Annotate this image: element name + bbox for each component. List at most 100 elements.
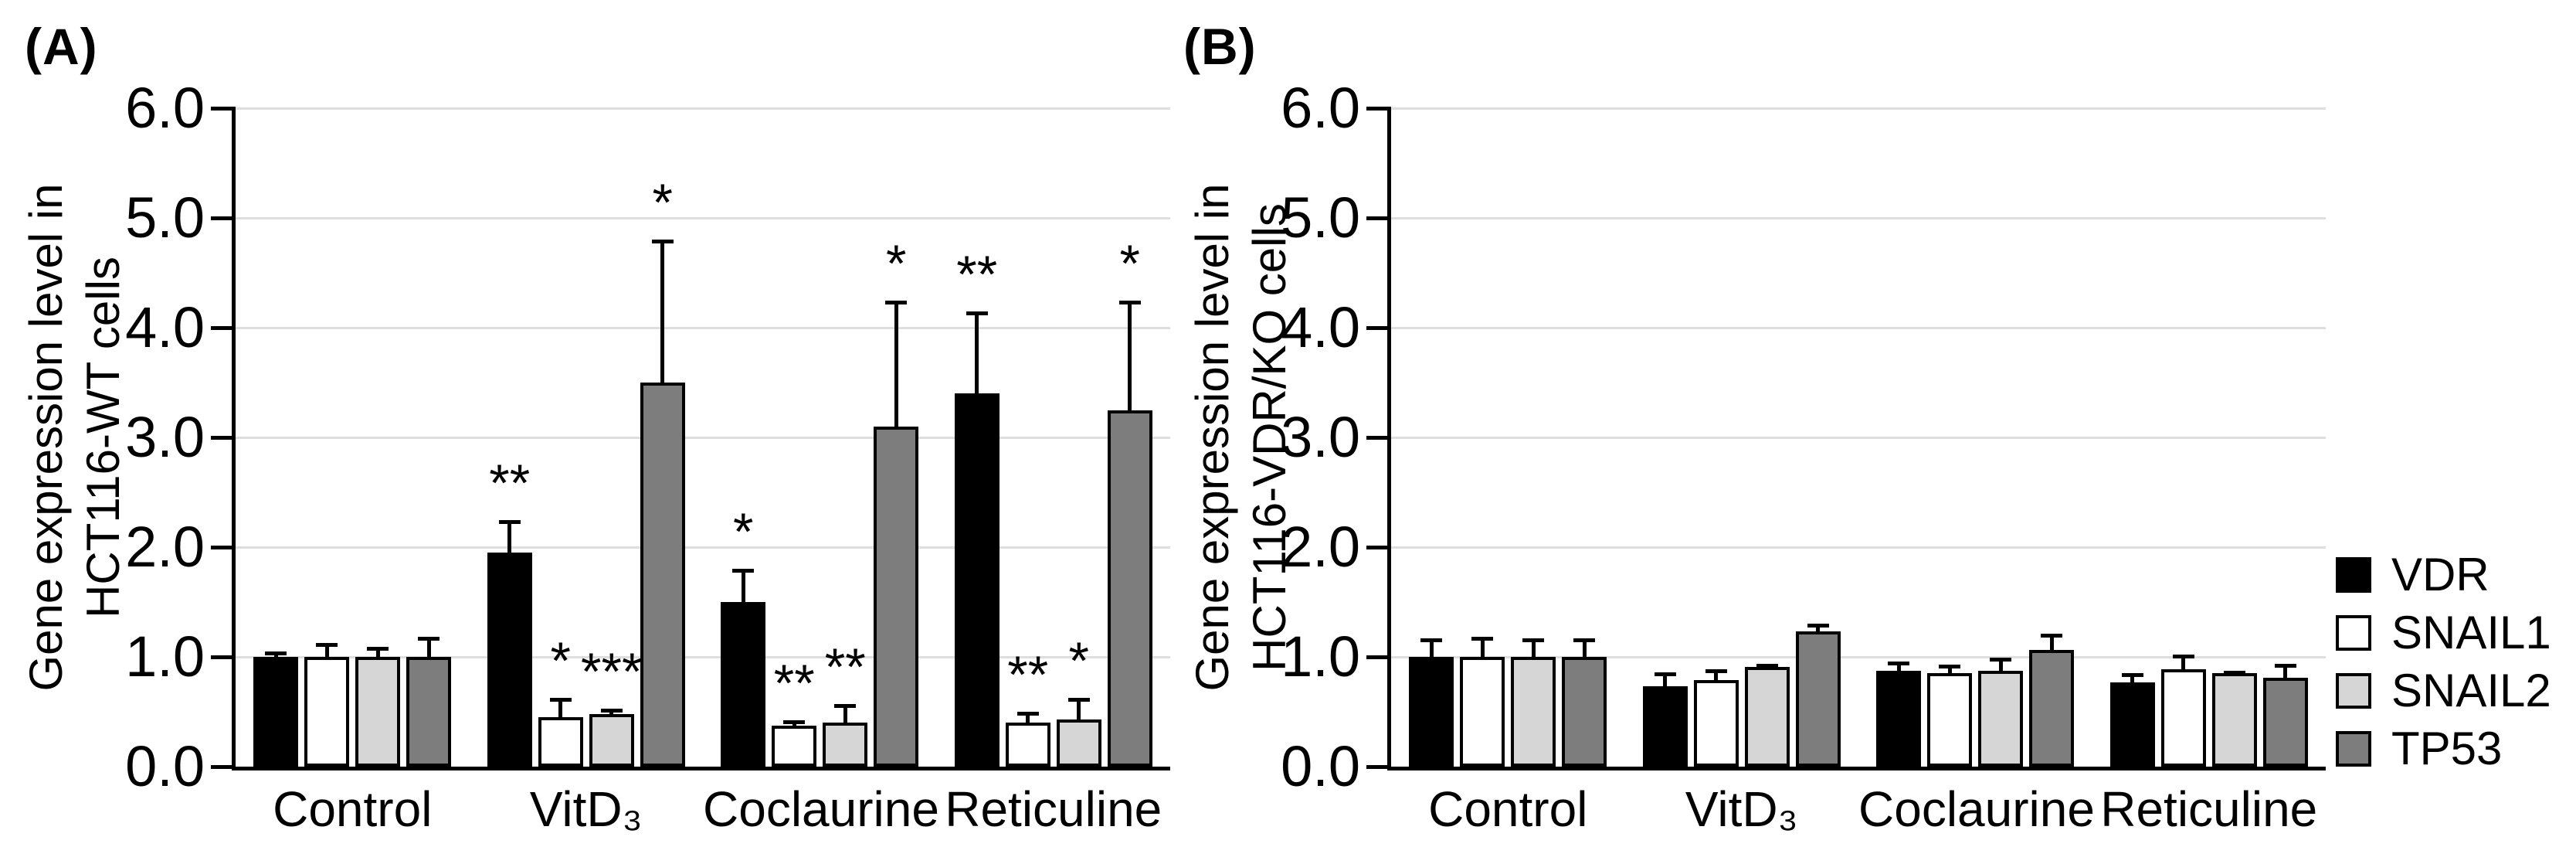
gridline-5.0 (1391, 217, 2326, 219)
panel-a-plot-area: 0.0 1.0 2.0 3.0 4.0 5.0 6.0 Control ** * *** * VitD₃… (125, 77, 1171, 836)
error-bar-cap (1067, 697, 1090, 702)
error-bar-stem (426, 637, 431, 657)
bar-TP53 (2029, 650, 2075, 767)
y-tick-label: 3.0 (1281, 405, 1360, 469)
y-tickmark-1.0 (1366, 655, 1391, 659)
legend-item-vdr: VDR (2336, 546, 2551, 604)
x-tick-label-VitD₃: VitD₃ (1685, 781, 1798, 837)
legend-swatch-snail1 (2336, 614, 2371, 651)
error-bar-cap (834, 704, 857, 709)
bar-group-Coclaurine (1858, 108, 2092, 767)
error-bar-cap (600, 708, 623, 713)
error-bar-cap (1522, 638, 1545, 642)
error-bar-cap (367, 647, 389, 651)
error-bar-cap (2172, 655, 2194, 659)
y-tick-label: 6.0 (1281, 76, 1360, 140)
y-tick-label: 5.0 (125, 185, 205, 250)
legend-label: TP53 (2391, 723, 2503, 774)
error-bar-cap (265, 651, 287, 655)
significance-stars: * (1119, 233, 1140, 293)
error-bar-cap (1654, 672, 1676, 676)
error-bar-cap (1471, 637, 1494, 641)
legend-label: SNAIL2 (2391, 665, 2551, 716)
significance-stars: * (550, 631, 571, 690)
bar-TP53 (1107, 410, 1152, 767)
significance-stars: * (733, 502, 754, 562)
y-tickmark-3.0 (1366, 436, 1391, 440)
error-bar-stem (660, 240, 665, 383)
significance-stars: * (886, 233, 907, 293)
error-bar-stem (894, 300, 898, 427)
bar-group-VitD₃ (1625, 108, 1859, 767)
bar-group-Reticuline (2092, 108, 2327, 767)
y-tick-label: 5.0 (1281, 185, 1360, 250)
y-tick-label: 4.0 (1281, 295, 1360, 359)
bar-VDR (253, 657, 299, 767)
error-bar-cap (2121, 673, 2143, 678)
error-bar-stem (1480, 637, 1485, 657)
error-bar-stem (1531, 638, 1536, 657)
y-tick-label: 0.0 (1281, 734, 1360, 798)
error-bar-cap (783, 720, 806, 725)
significance-stars: *** (581, 641, 643, 701)
error-bar-cap (418, 637, 440, 641)
error-bar-cap (651, 240, 674, 244)
significance-stars: ** (824, 638, 866, 697)
error-bar-stem (843, 704, 847, 723)
gridline-5.0 (236, 217, 1170, 219)
error-bar-cap (732, 569, 755, 573)
y-tickmark-3.0 (211, 436, 236, 440)
error-bar-stem (1429, 638, 1434, 657)
bar-VDR (1876, 671, 1922, 767)
y-tickmark-6.0 (1366, 107, 1391, 111)
error-bar-stem (2130, 673, 2135, 682)
y-tick-label: 4.0 (125, 295, 205, 359)
legend-label: VDR (2391, 549, 2489, 600)
gridline-2.0 (1391, 546, 2326, 549)
legend-swatch-snail2 (2336, 672, 2371, 709)
significance-stars: * (652, 173, 673, 233)
bar-SNAIL2 (1978, 671, 2024, 767)
bar-SNAIL2 (1056, 719, 1101, 767)
error-bar-stem (741, 569, 745, 602)
error-bar-cap (2041, 634, 2063, 638)
panel-b-letter: (B) (1183, 18, 1257, 75)
significance-stars: * (1068, 631, 1089, 690)
x-tick-label-Control: Control (1428, 781, 1588, 837)
error-bar-stem (1026, 712, 1030, 723)
gridline-4.0 (1391, 327, 2326, 329)
error-bar-stem (1663, 672, 1668, 687)
gridline-1.0 (236, 656, 1170, 658)
legend-item-snail1: SNAIL1 (2336, 604, 2551, 662)
y-tickmark-5.0 (211, 216, 236, 220)
y-tickmark-2.0 (211, 546, 236, 549)
bar-group-Reticuline: ** ** * * (937, 108, 1171, 767)
x-tick-label-Reticuline: Reticuline (945, 781, 1162, 837)
y-tick-label: 1.0 (125, 624, 205, 689)
error-bar-cap (1756, 663, 1778, 668)
gridline-4.0 (236, 327, 1170, 329)
bar-SNAIL1 (1927, 673, 1973, 767)
panel-b-plot-area: 0.0 1.0 2.0 3.0 4.0 5.0 6.0 Control VitD₃ Coclaur… (1281, 77, 2327, 836)
error-bar-stem (375, 647, 380, 657)
bar-SNAIL1 (538, 717, 583, 767)
significance-stars: ** (773, 654, 815, 713)
bar-SNAIL2 (589, 713, 634, 767)
bar-VDR (1642, 686, 1688, 767)
error-bar-cap (1807, 624, 1829, 628)
bar-SNAIL2 (823, 723, 868, 767)
legend-item-tp53: TP53 (2336, 719, 2551, 777)
gridline-2.0 (236, 546, 1170, 549)
error-bar-cap (2274, 663, 2296, 668)
gridline-3.0 (236, 437, 1170, 439)
y-tickmark-6.0 (211, 107, 236, 111)
panel-a-letter: (A) (25, 18, 98, 75)
bar-TP53 (2262, 677, 2308, 767)
y-tickmark-2.0 (1366, 546, 1391, 549)
y-tickmark-0.0 (211, 765, 236, 769)
error-bar-stem (1896, 661, 1901, 672)
error-bar-stem (324, 642, 329, 657)
bar-SNAIL2 (355, 657, 401, 767)
error-bar-cap (1016, 712, 1039, 716)
